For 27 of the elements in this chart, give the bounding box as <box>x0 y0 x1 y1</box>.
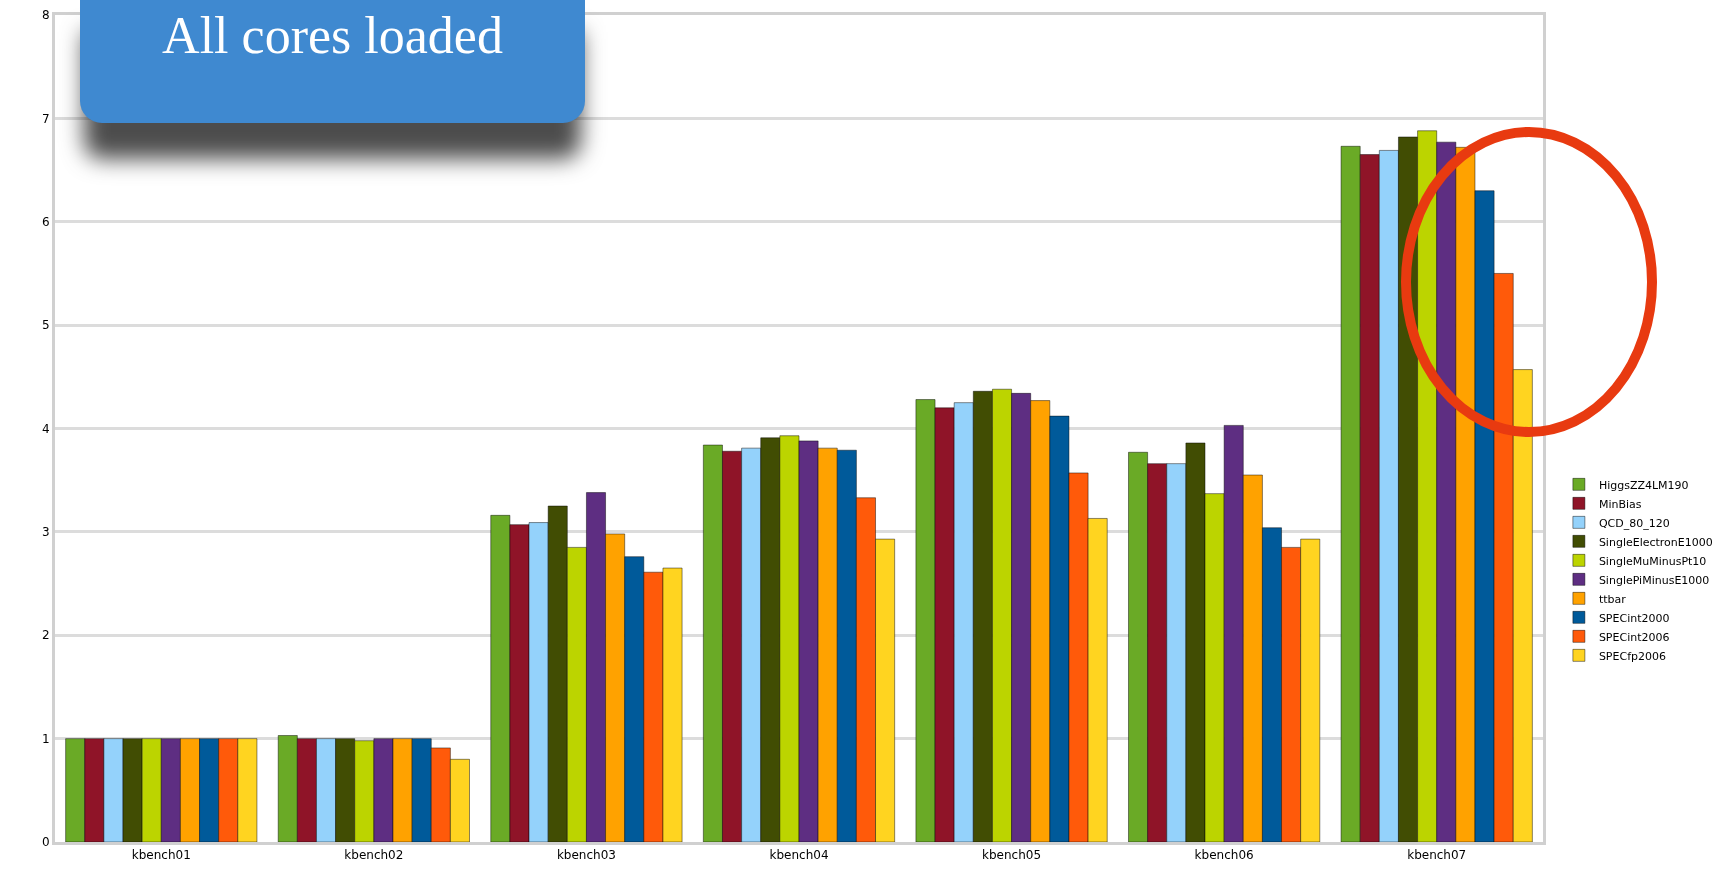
y-tick-label: 4 <box>41 421 50 436</box>
x-tick-label: kbench07 <box>1407 848 1467 863</box>
y-tick-label: 8 <box>41 8 50 23</box>
y-tick-label: 2 <box>41 628 50 643</box>
x-tick-label: kbench02 <box>344 848 404 863</box>
x-tick-label: kbench04 <box>769 848 829 863</box>
y-tick-label: 1 <box>41 731 50 746</box>
legend-label: SingleMuMinusPt10 <box>1598 554 1707 568</box>
annotation: All cores loaded <box>80 0 585 123</box>
y-tick-label: 0 <box>41 835 50 850</box>
y-tick-label: 5 <box>41 318 50 333</box>
x-tick-label: kbench06 <box>1194 848 1254 863</box>
y-tick-label: 6 <box>41 214 50 229</box>
legend-label: SPECint2006 <box>1598 630 1670 644</box>
legend-label: SPECfp2006 <box>1598 649 1666 663</box>
x-tick-label: kbench03 <box>556 848 616 863</box>
legend-label: SingleElectronE1000 <box>1598 535 1713 549</box>
y-tick-label: 7 <box>41 111 50 126</box>
legend-label: SinglePiMinusE1000 <box>1598 573 1710 587</box>
legend-label: QCD_80_120 <box>1598 516 1670 530</box>
x-tick-label: kbench01 <box>131 848 191 863</box>
legend-label: MinBias <box>1598 497 1642 511</box>
legend-label: HiggsZZ4LM190 <box>1598 478 1689 492</box>
legend-label: SPECint2000 <box>1598 611 1670 625</box>
x-tick-label: kbench05 <box>982 848 1042 863</box>
y-tick-label: 3 <box>41 525 50 540</box>
legend-label: ttbar <box>1598 592 1627 606</box>
